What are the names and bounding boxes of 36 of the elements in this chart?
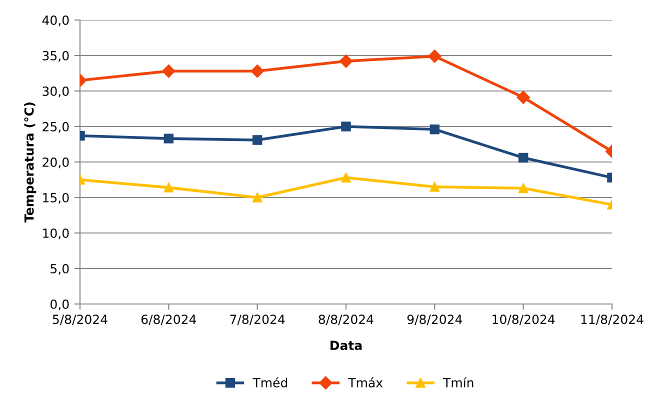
x-tick-label: 5/8/2024 <box>52 314 108 326</box>
y-tick-label: 0,0 <box>50 299 69 310</box>
y-tick-label: 35,0 <box>42 50 69 62</box>
y-tick-label: 5,0 <box>50 264 69 275</box>
point <box>162 64 176 78</box>
y-tick-label: 25,0 <box>42 122 69 133</box>
point <box>428 50 442 63</box>
x-tick-label: 8/8/2024 <box>318 314 374 326</box>
y-axis-title: Temperatura (°C) <box>24 102 36 222</box>
y-tick-label: 20,0 <box>42 157 69 168</box>
x-axis-title: Data <box>330 340 362 350</box>
point <box>430 182 440 192</box>
point <box>250 64 264 78</box>
point <box>164 134 174 144</box>
legend-label: Tmín <box>443 377 474 388</box>
point <box>252 192 262 202</box>
point <box>430 124 440 134</box>
y-tick-label: 10,0 <box>43 228 69 240</box>
legend-label: Tméd <box>252 377 288 388</box>
y-tick-label: 40,0 <box>42 15 69 26</box>
y-tick-label: 15,0 <box>43 192 69 204</box>
point <box>339 54 353 68</box>
point <box>518 183 528 194</box>
x-tick-label: 9/8/2024 <box>407 314 462 326</box>
point <box>341 172 351 182</box>
x-tick-label: 6/8/2024 <box>141 314 196 326</box>
x-tick-label: 7/8/2024 <box>230 314 285 326</box>
point <box>164 182 174 192</box>
x-tick-label: 11/8/2024 <box>581 314 644 326</box>
point <box>518 152 528 163</box>
legend-label: Tmáx <box>348 377 383 388</box>
point <box>516 90 530 104</box>
y-tick-label: 30,0 <box>42 86 69 98</box>
point <box>252 135 262 145</box>
point <box>341 122 351 132</box>
x-tick-label: 10/8/2024 <box>492 314 555 326</box>
